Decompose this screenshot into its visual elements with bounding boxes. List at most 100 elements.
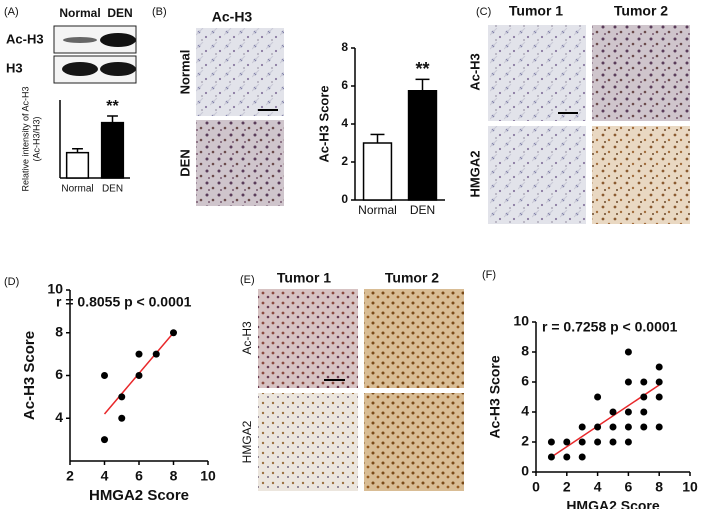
x-tick-label: 10 — [682, 479, 698, 495]
y-tick-label: 4 — [341, 116, 348, 130]
x-tick-label: 2 — [66, 468, 74, 484]
y-tick-label: 10 — [47, 281, 63, 297]
x-tick-label: 0 — [532, 479, 540, 495]
x-tick-label: 8 — [655, 479, 663, 495]
blot-band — [100, 62, 136, 76]
point — [547, 453, 555, 461]
point — [594, 438, 602, 446]
image-column: Tumor 2 — [385, 270, 439, 286]
point — [578, 423, 586, 431]
ihc-image — [364, 289, 464, 388]
point — [609, 408, 617, 416]
panel-label: (E) — [240, 274, 255, 286]
point — [101, 372, 108, 379]
blot-column: Normal — [59, 6, 100, 20]
image-row: HMGA2 — [467, 151, 482, 198]
y-axis-label: Ac-H3 Score — [487, 355, 503, 438]
point — [135, 372, 143, 379]
bar — [362, 142, 393, 201]
y-tick-label: 4 — [521, 403, 529, 419]
ihc-image — [592, 126, 690, 224]
y-tick-label: 10 — [513, 313, 529, 329]
y-tick-label: 8 — [341, 40, 348, 54]
image-row: Ac-H3 — [240, 321, 254, 355]
x-axis-label: HMGA2 Score — [566, 498, 660, 509]
y-axis-label: Ac-H3 Score — [21, 331, 38, 420]
point — [118, 393, 126, 401]
image-title: Ac-H3 — [212, 9, 253, 25]
x-tick-label: 8 — [170, 468, 178, 484]
point — [609, 438, 617, 446]
point — [655, 363, 663, 371]
x-tick-label: 10 — [200, 468, 216, 484]
point — [152, 350, 160, 358]
x-tick-label: DEN — [102, 184, 123, 195]
x-tick-label: Normal — [61, 184, 93, 195]
point — [655, 378, 663, 386]
bar — [100, 121, 125, 179]
panel-label: (C) — [476, 6, 491, 18]
x-tick-label: 6 — [135, 468, 143, 484]
blot-column: DEN — [107, 6, 132, 20]
ihc-image — [196, 120, 284, 206]
y-tick-label: 8 — [521, 343, 529, 359]
point — [640, 408, 648, 416]
ihc-image — [364, 393, 464, 491]
point — [640, 393, 648, 401]
y-tick-label: 8 — [55, 323, 63, 339]
panel-label: (A) — [4, 6, 19, 18]
point — [594, 393, 602, 401]
point — [655, 423, 663, 431]
y-axis-label: Relative intensity of Ac-H3 — [20, 86, 30, 191]
x-tick-label: DEN — [410, 203, 435, 217]
ihc-image — [488, 25, 586, 121]
blot-row: H3 — [6, 60, 23, 75]
x-tick-label: 4 — [594, 479, 602, 495]
point — [170, 329, 177, 337]
blot-row: Ac-H3 — [6, 31, 44, 46]
annotation: r = 0.7258 p < 0.0001 — [542, 319, 678, 335]
image-column: Tumor 1 — [277, 270, 331, 286]
panel-label: (B) — [152, 6, 167, 18]
point — [640, 423, 648, 431]
point — [624, 378, 632, 386]
image-column: Tumor 2 — [614, 3, 668, 19]
image-row: HMGA2 — [240, 420, 254, 463]
point — [624, 348, 632, 356]
point — [135, 350, 143, 358]
x-tick-label: Normal — [358, 203, 397, 217]
x-axis-label: HMGA2 Score — [89, 487, 189, 504]
point — [594, 423, 602, 431]
ihc-image — [258, 393, 358, 491]
point — [624, 408, 632, 416]
y-tick-label: 4 — [55, 409, 63, 425]
point — [578, 438, 586, 446]
point — [640, 378, 648, 386]
image-row: Ac-H3 — [467, 53, 482, 91]
annotation: ** — [106, 98, 119, 115]
y-tick-label: 6 — [521, 373, 529, 389]
y-tick-label: 2 — [341, 154, 348, 168]
panel-label: (D) — [4, 276, 19, 288]
y-tick-label: 0 — [341, 192, 348, 206]
point — [624, 438, 632, 446]
blot-band — [100, 33, 136, 47]
panel-label: (F) — [482, 269, 496, 281]
y-tick-label: 0 — [521, 463, 529, 479]
ihc-image — [196, 28, 284, 116]
y-tick-label: 6 — [55, 366, 63, 382]
x-tick-label: 4 — [101, 468, 109, 484]
ihc-image — [592, 25, 690, 121]
y-axis-label: Ac-H3 Score — [316, 85, 331, 162]
image-row: DEN — [177, 149, 192, 176]
blot-band — [63, 37, 97, 43]
point — [563, 453, 571, 461]
point — [118, 414, 126, 422]
y-tick-label: 6 — [341, 78, 348, 92]
ihc-image — [258, 289, 358, 388]
annotation: r = 0.8055 p < 0.0001 — [56, 294, 192, 310]
blot-band — [62, 62, 98, 76]
y-tick-label: 2 — [521, 433, 529, 449]
point — [563, 438, 571, 446]
